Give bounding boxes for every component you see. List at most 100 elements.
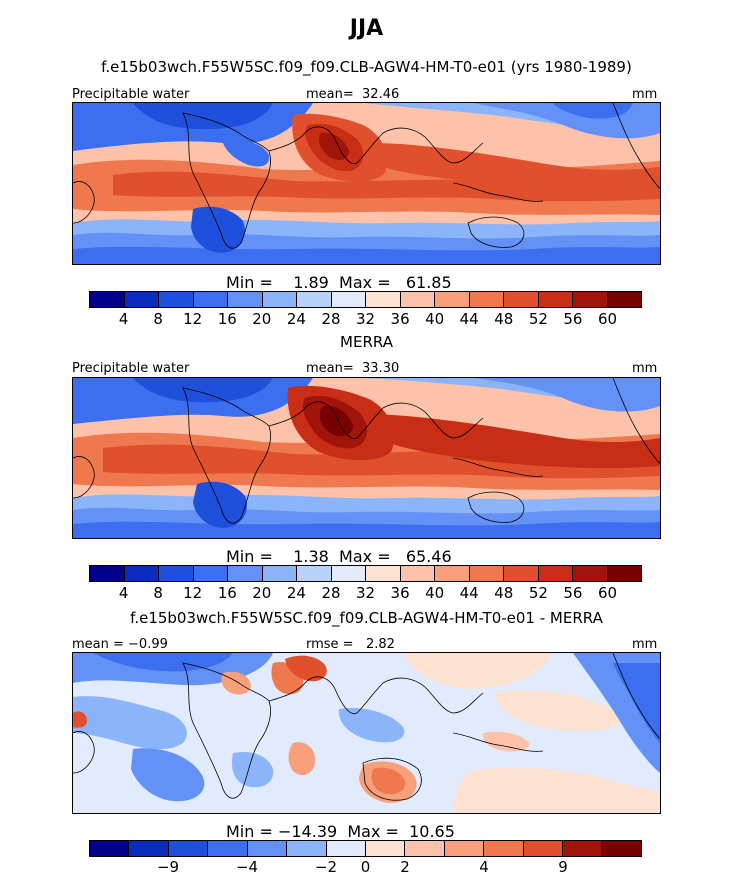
panel-3-swatch (523, 841, 564, 856)
panel-3-map (72, 652, 661, 814)
panel-1-swatch (573, 292, 608, 307)
panel-3-tick: −4 (235, 858, 259, 876)
panel-3-swatch (563, 841, 603, 856)
panel-1-tick: 60 (597, 310, 618, 328)
panel-2-tick: 56 (563, 584, 583, 602)
panel-2-map (72, 377, 661, 539)
panel-2-swatch (331, 566, 366, 581)
panel-3-title: f.e15b03wch.F55W5SC.f09_f09.CLB-AGW4-HM-… (130, 609, 603, 627)
panel-3-tick: 9 (558, 858, 568, 876)
panel-2-field (73, 378, 660, 538)
panel-2-tick: 48 (494, 584, 514, 602)
panel-1-tick: 8 (153, 310, 163, 328)
panel-2-tick: 52 (528, 584, 548, 602)
panel-1-swatch (538, 292, 573, 307)
panel-2-swatch (124, 566, 159, 581)
panel-2-swatch (262, 566, 297, 581)
panel-1-swatch (331, 292, 366, 307)
panel-2-swatch (469, 566, 504, 581)
panel-3-swatch (326, 841, 366, 856)
panel-1-swatch (159, 292, 194, 307)
panel-2-tick: 32 (355, 584, 376, 602)
panel-3-minmax: Min = −14.39 Max = 10.65 (226, 822, 455, 841)
panel-1-tick-labels: 4 8 12 16 20 24 28 32 36 40 44 48 52 56 … (0, 310, 733, 330)
panel-3-colorbar (89, 840, 642, 857)
panel-3-tick: 2 (400, 858, 410, 876)
season-title: JJA (349, 16, 384, 41)
panel-3-swatch (444, 841, 485, 856)
panel-3-swatch (168, 841, 209, 856)
panel-1-swatch (504, 292, 539, 307)
panel-1-minmax: Min = 1.89 Max = 61.85 (226, 273, 452, 292)
panel-3-rmse-label: rmse = 2.82 (306, 637, 395, 652)
panel-1-tick: 24 (286, 310, 306, 328)
panel-1-colorbar (89, 291, 642, 308)
panel-1-swatch (297, 292, 332, 307)
panel-1-tick: 28 (321, 310, 341, 328)
panel-2-swatch (159, 566, 194, 581)
panel-1-swatch (435, 292, 470, 307)
panel-2-swatch (228, 566, 263, 581)
panel-1-tick: 32 (355, 310, 376, 328)
panel-1-tick: 4 (118, 310, 129, 328)
panel-2-tick: 40 (425, 584, 445, 602)
panel-1-swatch (262, 292, 297, 307)
panel-2-swatch (607, 566, 641, 581)
panel-2-colorbar (89, 565, 642, 582)
panel-3-swatch (247, 841, 288, 856)
panel-1-field (73, 103, 660, 264)
panel-1-swatch (90, 292, 125, 307)
panel-3-tick: −9 (156, 858, 180, 876)
panel-1-swatch (193, 292, 228, 307)
panel-2-swatch (90, 566, 125, 581)
panel-2-tick: 60 (597, 584, 618, 602)
panel-1-units-label: mm (632, 87, 658, 102)
panel-2-variable-label: Precipitable water (72, 361, 190, 376)
panel-1-tick: 56 (563, 310, 583, 328)
panel-3-tick: 0 (360, 858, 371, 876)
panel-2-tick: 4 (118, 584, 129, 602)
panel-3-swatch (129, 841, 169, 856)
panel-1-swatch (400, 292, 435, 307)
panel-2-swatch (366, 566, 401, 581)
panel-3-tick: 4 (479, 858, 489, 876)
panel-1-tick: 20 (252, 310, 272, 328)
panel-1-tick: 16 (217, 310, 237, 328)
panel-3-units-label: mm (632, 637, 658, 652)
panel-1-swatch (124, 292, 159, 307)
panel-1-tick: 44 (459, 310, 479, 328)
panel-1-tick: 36 (390, 310, 410, 328)
panel-2-tick: 8 (153, 584, 163, 602)
panel-1-tick: 40 (425, 310, 445, 328)
panel-1-title: f.e15b03wch.F55W5SC.f09_f09.CLB-AGW4-HM-… (101, 58, 632, 76)
panel-2-swatch (573, 566, 608, 581)
panel-2-swatch (193, 566, 228, 581)
panel-2-units-label: mm (632, 361, 658, 376)
panel-3-swatch (405, 841, 445, 856)
panel-2-tick: 28 (321, 584, 341, 602)
panel-3-swatch (484, 841, 524, 856)
panel-3-mean-label: mean = −0.99 (72, 637, 168, 652)
panel-3-swatch (365, 841, 406, 856)
panel-2-tick: 44 (459, 584, 479, 602)
panel-2-tick: 20 (252, 584, 272, 602)
panel-2-minmax: Min = 1.38 Max = 65.46 (226, 547, 452, 566)
panel-2-tick: 16 (217, 584, 237, 602)
panel-1-tick: 48 (494, 310, 514, 328)
panel-2-tick: 12 (183, 584, 203, 602)
panel-3-tick-labels: −9 −4 −2 0 2 4 9 (0, 858, 733, 878)
panel-3-field (73, 653, 660, 813)
panel-1-tick: 52 (528, 310, 548, 328)
panel-2-swatch (435, 566, 470, 581)
panel-2-mean-label: mean= 33.30 (306, 361, 400, 376)
panel-2-tick: 24 (286, 584, 306, 602)
panel-2-tick: 36 (390, 584, 410, 602)
panel-3-swatch (208, 841, 248, 856)
panel-3-swatch (287, 841, 327, 856)
panel-2-title: MERRA (340, 333, 393, 351)
panel-1-swatch (469, 292, 504, 307)
panel-2-swatch (504, 566, 539, 581)
panel-3-tick: −2 (314, 858, 338, 876)
panel-1-map (72, 102, 661, 265)
panel-2-swatch (400, 566, 435, 581)
